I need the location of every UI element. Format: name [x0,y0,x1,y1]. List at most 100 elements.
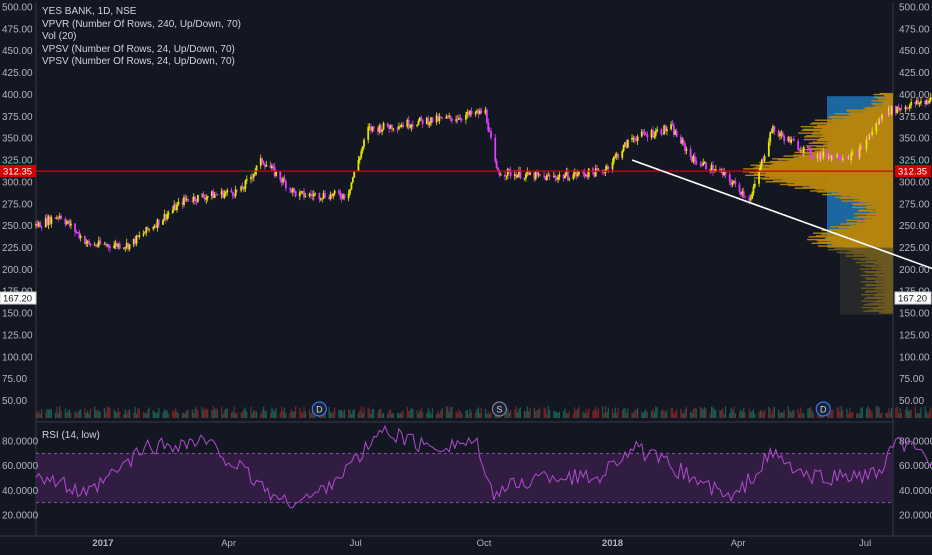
volume-bar [593,409,595,418]
candle-body [411,124,414,126]
vpvr-bar [814,119,893,121]
legend-study-vpsv-2[interactable]: VPSV (Number Of Rows, 24, Up/Down, 70) [42,56,235,68]
volume-bar [526,406,528,418]
volume-bar [295,406,297,418]
vpvr-bar [832,234,893,236]
candle-body [250,176,252,180]
volume-bar [145,413,147,418]
vpvr-bar [821,233,893,235]
candle-body [427,117,430,125]
rsi-tick-label-left: 40.0000 [2,486,39,497]
volume-bar [918,413,921,418]
vpvr-bar [772,180,893,182]
candle-body [194,196,197,201]
candle-body [163,214,166,220]
last-price-badge-label-left: 167.20 [3,294,32,305]
candle-body [536,172,539,175]
volume-bar [396,412,399,418]
volume-bar [201,406,203,418]
vpvr-bar [828,140,893,143]
vpvr-bar [793,157,893,159]
vpvr-bar [876,275,893,278]
volume-bar [138,408,140,418]
volume-bar [839,412,841,418]
volume-bar [162,412,164,418]
candle-body [64,218,67,225]
volume-bar [78,410,80,418]
candle-body [254,171,257,175]
vpvr-bar [802,148,893,151]
candle-body [54,217,57,219]
legend-study-vpvr[interactable]: VPVR (Number Of Rows, 240, Up/Down, 70) [42,18,241,30]
rsi-legend[interactable]: RSI (14, low) [42,430,100,441]
vpvr-bar [810,123,893,125]
legend-study-vol[interactable]: Vol (20) [42,31,77,43]
volume-bar [427,407,429,418]
candle-body [441,117,444,119]
candle-body [185,198,188,200]
volume-bar [783,409,785,418]
candle-body [50,217,53,224]
vpvr-bar [883,94,893,97]
candle-body [430,117,432,123]
candle-body [255,165,258,172]
volume-bar [87,410,89,418]
volume-bar [96,410,99,418]
candle-body [917,100,920,105]
volume-bar [480,408,482,418]
volume-bar [476,408,478,418]
candle-body [233,195,236,197]
candle-body [832,155,834,158]
candle-body [166,214,169,220]
candle-body [328,197,331,200]
candle-body [855,152,858,154]
candle-body [787,136,790,142]
candle-body [506,168,509,176]
volume-bar [274,411,276,418]
volume-bar [193,413,195,418]
candle-body [830,155,833,160]
vpvr-bar [881,270,893,272]
candle-body [99,240,102,245]
candle-body [322,193,325,199]
candle-body [857,152,860,158]
volume-bar [283,407,286,418]
candle-body [534,172,537,180]
volume-bar [191,409,193,418]
volume-bar [271,407,273,418]
vpvr-bar [753,173,893,176]
candle-body [703,162,706,164]
candle-body [467,111,470,115]
volume-bar [486,413,488,418]
candle-body [437,115,439,121]
candle-body [614,155,617,158]
legend-symbol[interactable]: YES BANK, 1D, NSE [42,6,137,17]
volume-bar [585,408,587,418]
candle-body [906,106,908,109]
candle-body [562,174,565,179]
candle-body [389,124,392,129]
candle-body [485,109,488,123]
volume-bar [632,413,635,418]
legend-study-vpsv-1[interactable]: VPSV (Number Of Rows, 24, Up/Down, 70) [42,43,235,55]
volume-bar [359,410,361,418]
candle-body [723,171,726,176]
candle-body [350,182,353,190]
volume-bar [49,408,51,418]
volume-bar [332,411,334,418]
volume-bar [240,412,242,418]
volume-bar [275,408,277,418]
vpvr-bar [832,231,893,233]
volume-bar [54,412,57,418]
candle-body [269,165,272,169]
volume-bar [461,413,463,418]
volume-bar [928,411,930,418]
volume-bar [564,408,566,418]
volume-bar [611,408,614,418]
volume-bar [719,410,721,418]
candle-body [153,226,156,228]
vpvr-bar [866,106,893,109]
candle-body [837,154,840,159]
volume-bar [516,412,519,418]
